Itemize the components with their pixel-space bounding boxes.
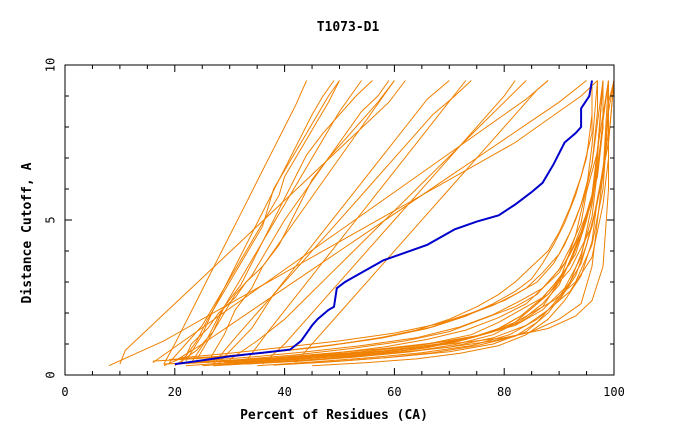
series-line-13 (185, 80, 604, 364)
series-line-2 (185, 80, 609, 367)
chart-title: T1073-D1 (317, 20, 380, 35)
highlight-series-line (174, 80, 593, 366)
series-line-28 (163, 80, 308, 365)
y-axis-label: Distance Cutoff, A (20, 162, 35, 303)
series-line-6 (202, 80, 615, 367)
x-tick-label-100: 100 (603, 385, 625, 399)
series-line-15 (213, 80, 609, 367)
series-line-16 (169, 80, 598, 360)
series-line-41 (295, 80, 549, 363)
series-line-35 (174, 80, 587, 362)
y-tick-label-5: 5 (44, 216, 58, 223)
series-line-38 (245, 80, 467, 362)
series-line-4 (196, 80, 604, 364)
x-tick-label-80: 80 (497, 385, 511, 399)
y-tick-label-10: 10 (44, 58, 58, 72)
x-axis-label: Percent of Residues (CA) (240, 408, 428, 423)
series-layer (108, 80, 615, 367)
series-line-18 (246, 80, 609, 365)
series-line-14 (196, 80, 604, 362)
series-line-36 (229, 80, 527, 360)
series-line-39 (218, 80, 450, 363)
axis-layer: 0 20 40 60 80 100 0 5 10 (44, 58, 625, 399)
series-line-22 (224, 80, 604, 363)
x-tick-label-0: 0 (61, 385, 68, 399)
series-line-31 (207, 80, 395, 363)
series-line-33 (108, 80, 598, 367)
x-tick-label-60: 60 (387, 385, 401, 399)
series-line-32 (119, 80, 406, 365)
series-line-37 (212, 80, 472, 365)
series-line-29 (185, 80, 335, 362)
series-line-21 (174, 80, 593, 360)
series-line-34 (152, 80, 549, 364)
series-line-25 (168, 80, 340, 363)
series-line-10 (257, 80, 609, 367)
x-tick-label-40: 40 (277, 385, 291, 399)
x-tick-label-20: 20 (168, 385, 182, 399)
series-line-40 (262, 80, 516, 365)
highlight-layer (174, 80, 593, 366)
series-line-30 (196, 80, 373, 360)
series-line-24 (174, 80, 390, 367)
series-line-19 (312, 80, 615, 367)
y-tick-label-0: 0 (44, 371, 58, 378)
